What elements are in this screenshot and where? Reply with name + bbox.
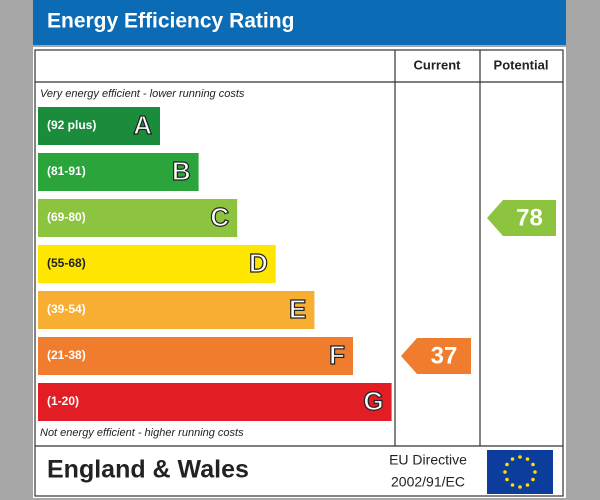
- eu-star: [503, 470, 507, 474]
- band-letter: B: [172, 156, 191, 186]
- eu-star: [525, 457, 530, 461]
- eu-star: [518, 455, 522, 459]
- bottom-note: Not energy efficient - higher running co…: [40, 427, 244, 439]
- band-range: (92 plus): [47, 118, 96, 132]
- band-bar: [38, 107, 160, 145]
- top-note: Very energy efficient - lower running co…: [40, 88, 245, 100]
- band-range: (39-54): [47, 302, 86, 316]
- eu-star: [531, 462, 535, 467]
- band-range: (81-91): [47, 164, 86, 178]
- rating-value: 37: [431, 342, 458, 369]
- band-range: (21-38): [47, 348, 86, 362]
- title: Energy Efficiency Rating: [47, 10, 294, 33]
- band-letter: E: [289, 294, 306, 324]
- eu-star: [510, 483, 515, 487]
- band-letter: F: [329, 340, 345, 370]
- band-bar: [38, 291, 315, 329]
- band-letter: G: [363, 386, 383, 416]
- band-bar: [38, 337, 353, 375]
- band-bar: [38, 199, 238, 237]
- eu-star: [505, 462, 509, 467]
- column-header: Current: [414, 57, 462, 72]
- eu-star: [531, 477, 535, 482]
- band-range: (69-80): [47, 210, 86, 224]
- rating-arrow: [401, 338, 471, 374]
- directive: 2002/91/EC: [391, 474, 465, 490]
- eu-star: [518, 485, 522, 489]
- band-range: (55-68): [47, 256, 86, 270]
- rating-arrow: [487, 200, 556, 236]
- band-letter: A: [133, 110, 152, 140]
- directive: EU Directive: [389, 452, 467, 468]
- band-letter: C: [210, 202, 229, 232]
- band-bar: [38, 383, 392, 421]
- eu-stars: [503, 455, 537, 489]
- eu-star: [505, 477, 509, 482]
- eu-star: [525, 483, 530, 487]
- grid: [34, 49, 564, 497]
- band-range: (1-20): [47, 394, 79, 408]
- eu-star: [533, 470, 537, 474]
- title-bar: [33, 0, 566, 45]
- region: England & Wales: [47, 456, 249, 484]
- eu-star: [510, 457, 515, 461]
- band-bar: [38, 245, 276, 283]
- band-letter: D: [249, 248, 268, 278]
- rating-value: 78: [516, 204, 543, 231]
- band-bar: [38, 153, 199, 191]
- column-header: Potential: [494, 57, 549, 72]
